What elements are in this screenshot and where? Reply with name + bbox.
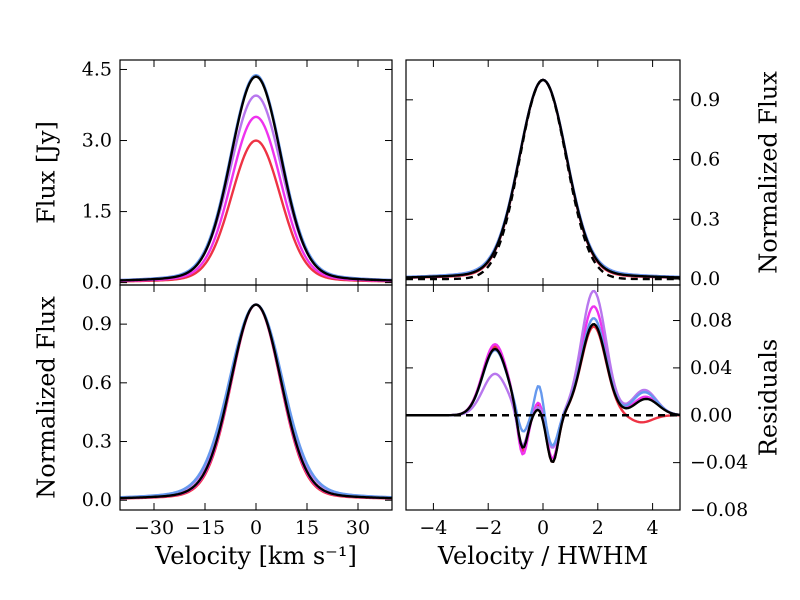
tl-series-group [120, 73, 392, 283]
bl-ytick-label-0: 0.0 [82, 489, 112, 511]
tl-ytick-label-2: 3.0 [82, 130, 112, 152]
br-ytick-label-2: 0.00 [690, 404, 732, 426]
tr-ytick-label-1: 0.3 [690, 208, 720, 230]
br-xtick-label-1: −2 [474, 517, 502, 539]
br-series-group [406, 289, 680, 464]
bl-series-black [120, 303, 392, 500]
tl-series-red [120, 139, 392, 283]
tr-ylabel: Normalized Flux [755, 71, 783, 274]
tr-series-magenta [406, 78, 680, 279]
panel-top-right: 0.0 0.3 0.6 0.9 Normalized Flux [405, 59, 783, 290]
tl-ytick-label-0: 0.0 [82, 272, 112, 294]
bl-ytick-label-1: 0.3 [82, 431, 112, 453]
bl-xtick-label-2: 0 [250, 517, 262, 539]
br-series-magenta [406, 305, 680, 460]
tl-series-black [120, 75, 392, 282]
bl-series-magenta [120, 303, 392, 500]
bl-frame [119, 284, 393, 511]
tr-series-blue [406, 78, 680, 279]
bl-series-red [120, 303, 392, 500]
br-ytick-label-1: −0.04 [690, 452, 748, 474]
br-xtick-label-4: 4 [647, 517, 659, 539]
bl-xtick-label-1: −15 [185, 517, 225, 539]
br-ytick-label-0: −0.08 [690, 499, 748, 521]
tr-frame [405, 59, 681, 286]
bl-xtick-label-3: 15 [295, 517, 319, 539]
bl-xtick-label-0: −30 [134, 517, 174, 539]
bl-ytick-label-2: 0.6 [82, 372, 112, 394]
tr-series-red [406, 78, 680, 279]
br-xtick-label-2: 0 [537, 517, 549, 539]
tr-ytick-label-2: 0.6 [690, 149, 720, 171]
tl-series-blue [120, 73, 392, 282]
tr-ytick-label-3: 0.9 [690, 89, 720, 111]
bl-series-purple [120, 303, 392, 499]
br-xtick-label-0: −4 [419, 517, 447, 539]
bl-xtick-label-4: 30 [346, 517, 370, 539]
tr-series-purple [406, 78, 680, 279]
br-xlabel: Velocity / HWHM [437, 542, 648, 570]
tl-ytick-label-3: 4.5 [82, 58, 112, 80]
tr-series-group [406, 78, 680, 281]
bl-series-blue [120, 303, 392, 499]
br-xtick-label-3: 2 [592, 517, 604, 539]
tr-ytick-label-0: 0.0 [690, 268, 720, 290]
panel-bottom-right: −4 −2 0 2 4 −0.08 −0.04 0.00 0.04 0.08 Residuals Ve… [405, 284, 783, 570]
tr-series-gaussian [406, 78, 680, 281]
tl-ylabel: Flux [Jy] [33, 121, 61, 224]
tr-series-black [406, 78, 680, 279]
bl-ylabel: Normalized Flux [33, 296, 61, 499]
bl-series-group [120, 303, 392, 500]
br-series-black [406, 323, 680, 464]
br-ytick-label-3: 0.04 [690, 357, 732, 379]
br-ylabel: Residuals [755, 339, 783, 456]
tl-frame [119, 59, 393, 286]
br-ytick-label-4: 0.08 [690, 310, 732, 332]
bl-xlabel: Velocity [km s⁻¹] [154, 542, 357, 570]
tl-series-purple [120, 94, 392, 282]
tl-ytick-label-1: 1.5 [82, 201, 112, 223]
panel-bottom-left: −30 −15 0 15 30 0.0 0.3 0.6 0.9 Normalized Flux Ve… [33, 284, 393, 570]
panel-top-left: 0.0 1.5 3.0 4.5 Flux [Jy] [33, 58, 393, 294]
bl-ytick-label-3: 0.9 [82, 313, 112, 335]
